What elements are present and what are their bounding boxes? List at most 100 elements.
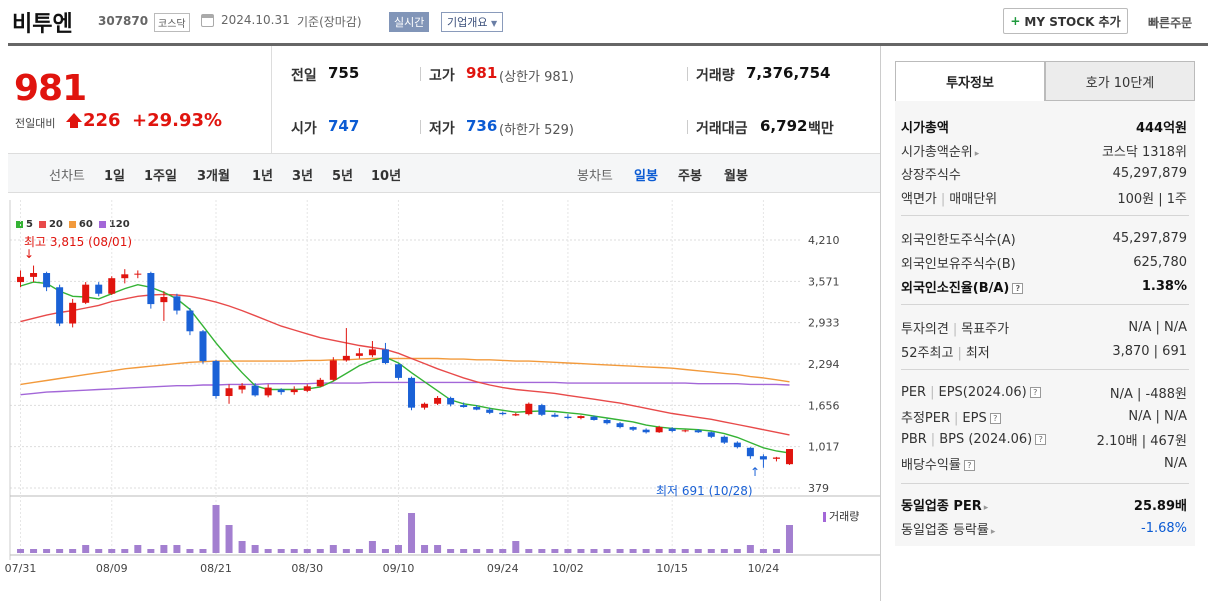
y-tick-label: 1,656 bbox=[808, 399, 840, 412]
candle-body bbox=[394, 364, 402, 378]
per-eps-value: N/A | -488원 bbox=[1109, 386, 1187, 402]
candle-body bbox=[642, 429, 650, 433]
right-panel bbox=[880, 46, 1209, 601]
candle-body bbox=[434, 397, 442, 404]
candle-body bbox=[121, 274, 129, 279]
x-tick-label: 07/31 bbox=[5, 562, 37, 575]
separator bbox=[687, 67, 688, 81]
ma20-line bbox=[20, 293, 790, 436]
period-3m[interactable]: 3개월 bbox=[197, 169, 230, 184]
candle-daily[interactable]: 일봉 bbox=[634, 169, 658, 184]
volume-bar bbox=[56, 549, 64, 553]
candle-body bbox=[251, 385, 259, 396]
change-percent: +29.93% bbox=[132, 110, 223, 131]
candle-body bbox=[408, 377, 416, 408]
volume-bar bbox=[551, 549, 559, 553]
candle-body bbox=[603, 419, 611, 424]
chevron-right-icon: ▸ bbox=[990, 526, 996, 537]
volume-bar bbox=[329, 545, 337, 553]
period-1w[interactable]: 1주일 bbox=[144, 169, 177, 184]
pipe-divider: | bbox=[954, 410, 959, 426]
candle-body bbox=[473, 407, 481, 410]
est-per-label: 추정PER bbox=[901, 410, 951, 426]
y-tick-label: 3,571 bbox=[808, 275, 840, 288]
realtime-button[interactable]: 실시간 bbox=[389, 12, 430, 32]
help-icon[interactable]: ? bbox=[1035, 433, 1047, 445]
x-tick-label: 10/15 bbox=[656, 562, 688, 575]
candle-body bbox=[551, 414, 559, 417]
tab-orderbook[interactable]: 호가 10단계 bbox=[1045, 61, 1195, 101]
shares-label: 상장주식수 bbox=[901, 167, 961, 183]
volume-bar bbox=[720, 549, 728, 553]
lower-limit: (하한가 529) bbox=[499, 123, 574, 138]
candle-weekly[interactable]: 주봉 bbox=[678, 169, 702, 184]
candle-body bbox=[655, 427, 663, 433]
ma120-line bbox=[20, 381, 790, 396]
header-divider bbox=[8, 43, 1208, 46]
prev-close-value: 755 bbox=[328, 64, 360, 82]
volume-bar bbox=[277, 549, 285, 553]
x-tick-label: 09/24 bbox=[487, 562, 519, 575]
help-icon[interactable]: ? bbox=[1012, 282, 1024, 294]
candle-chart-label: 봉차트 bbox=[577, 169, 613, 184]
foreign-hold-value: 625,780 bbox=[1133, 254, 1187, 270]
candle-body bbox=[421, 403, 429, 408]
market-cap-label: 시가총액 bbox=[901, 120, 949, 136]
period-5y[interactable]: 5년 bbox=[332, 169, 354, 184]
shares-value: 45,297,879 bbox=[1112, 165, 1187, 181]
row-rank[interactable]: 시가총액순위 ▸ 코스닥 1318위 bbox=[901, 140, 1187, 160]
volume-bar bbox=[733, 549, 741, 553]
quick-order-button[interactable]: 빠른주문 bbox=[1148, 16, 1193, 30]
face-unit-value: 100원 | 1주 bbox=[1117, 191, 1187, 207]
volume-bar bbox=[603, 549, 611, 553]
period-10y[interactable]: 10년 bbox=[371, 169, 402, 184]
high-value: 981 bbox=[466, 64, 498, 82]
row-industry-change[interactable]: 동일업종 등락률 ▸ -1.68% bbox=[901, 518, 1187, 538]
unit-label: 매매단위 bbox=[949, 191, 998, 207]
y-tick-label: 4,210 bbox=[808, 234, 840, 247]
div-label: 배당수익률 bbox=[901, 457, 961, 473]
volume-label: 거래량 bbox=[696, 68, 735, 84]
row-52week: 52주최고 | 최저 3,870 | 691 bbox=[901, 341, 1187, 361]
help-icon[interactable]: ? bbox=[1029, 386, 1041, 398]
candle-body bbox=[590, 416, 598, 420]
industry-per-value: 25.89배 bbox=[1133, 498, 1187, 514]
tab-invest-info[interactable]: 투자정보 bbox=[895, 61, 1045, 101]
industry-chg-label: 동일업종 등락률 bbox=[901, 522, 989, 538]
help-icon[interactable]: ? bbox=[963, 459, 975, 471]
amount-unit: 백만 bbox=[808, 121, 834, 137]
candle-body bbox=[681, 430, 689, 432]
volume-bar bbox=[43, 549, 51, 553]
row-opinion: 투자의견 | 목표주가 N/A | N/A bbox=[901, 317, 1187, 337]
help-icon[interactable]: ? bbox=[989, 412, 1001, 424]
candle-body bbox=[447, 397, 455, 405]
volume-bar bbox=[655, 549, 663, 553]
volume-bar bbox=[316, 549, 324, 553]
mystock-add-button[interactable]: + MY STOCK 추가 bbox=[1003, 8, 1128, 34]
pbr-bps-value: 2.10배 | 467원 bbox=[1096, 433, 1187, 449]
row-face-value: 액면가 | 매매단위 100원 | 1주 bbox=[901, 187, 1187, 207]
candle-body bbox=[173, 296, 181, 311]
volume-bar bbox=[134, 545, 142, 553]
company-overview-button[interactable]: 기업개요 ▼ bbox=[441, 12, 504, 32]
period-1y[interactable]: 1년 bbox=[252, 169, 274, 184]
candle-body bbox=[56, 287, 64, 324]
candle-body bbox=[368, 349, 376, 356]
industry-per-label: 동일업종 PER bbox=[901, 498, 982, 514]
opinion-label: 투자의견 bbox=[901, 321, 949, 337]
candle-body bbox=[616, 423, 624, 428]
candle-body bbox=[629, 427, 637, 430]
period-3y[interactable]: 3년 bbox=[292, 169, 314, 184]
volume-bar bbox=[264, 549, 272, 553]
candle-monthly[interactable]: 월봉 bbox=[724, 169, 748, 184]
div-value: N/A bbox=[1164, 455, 1187, 471]
row-industry-per[interactable]: 동일업종 PER ▸ 25.89배 bbox=[901, 494, 1187, 514]
volume-bar bbox=[525, 549, 533, 553]
eps-label: EPS(2024.06) bbox=[938, 384, 1027, 400]
invest-info-panel: 시가총액 444억원 시가총액순위 ▸ 코스닥 1318위 상장주식수 45,29… bbox=[895, 101, 1195, 546]
plus-icon: + bbox=[1010, 14, 1021, 28]
change-value: 226 bbox=[83, 110, 121, 131]
volume-bar bbox=[368, 541, 376, 553]
period-1d[interactable]: 1일 bbox=[104, 169, 126, 184]
volume-bar bbox=[408, 513, 416, 553]
